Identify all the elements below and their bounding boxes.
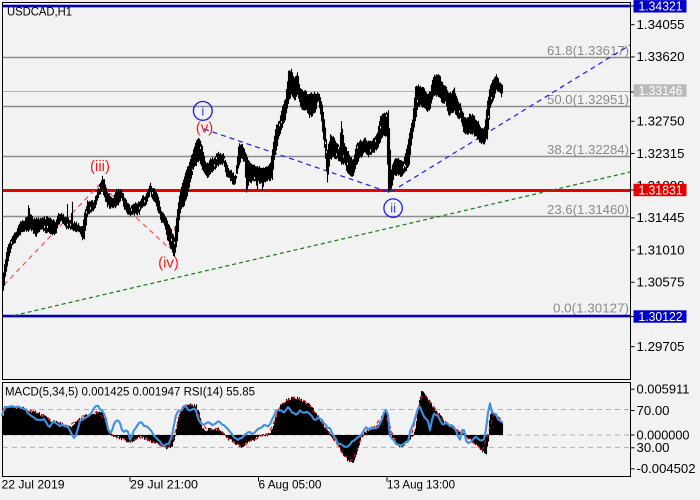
svg-text:61.8(1.33617): 61.8(1.33617): [547, 44, 629, 58]
svg-text:1.32750: 1.32750: [637, 115, 685, 129]
svg-text:50.0(1.32951): 50.0(1.32951): [547, 93, 629, 107]
svg-text:38.2(1.32284): 38.2(1.32284): [547, 143, 629, 157]
svg-text:1.30575: 1.30575: [637, 276, 685, 290]
svg-text:30.00: 30.00: [637, 441, 670, 455]
svg-text:29 Jul 21:00: 29 Jul 21:00: [130, 478, 198, 492]
svg-text:(v): (v): [196, 120, 214, 137]
svg-text:USDCAD,H1: USDCAD,H1: [7, 5, 72, 19]
svg-text:ii: ii: [390, 201, 396, 216]
svg-text:13 Aug 13:00: 13 Aug 13:00: [387, 478, 455, 492]
svg-text:1.30122: 1.30122: [639, 310, 683, 324]
svg-text:1.32315: 1.32315: [637, 147, 685, 161]
svg-text:1.31010: 1.31010: [637, 243, 685, 257]
svg-text:0.0(1.30127): 0.0(1.30127): [553, 302, 629, 316]
svg-text:(iv): (iv): [158, 255, 179, 272]
svg-text:MACD(5,34,5) 0.001425 0.001947: MACD(5,34,5) 0.001425 0.001947 RSI(14) 5…: [5, 387, 255, 399]
svg-text:70.00: 70.00: [637, 404, 670, 418]
svg-text:i: i: [201, 104, 204, 119]
svg-text:0.000000: 0.000000: [637, 428, 690, 442]
svg-text:1.34055: 1.34055: [637, 18, 685, 32]
svg-text:1.31445: 1.31445: [637, 211, 685, 225]
svg-text:1.33620: 1.33620: [637, 50, 685, 64]
svg-text:1.29705: 1.29705: [637, 340, 685, 354]
svg-text:-0.004502: -0.004502: [637, 462, 696, 476]
svg-text:22 Jul 2019: 22 Jul 2019: [2, 478, 65, 492]
svg-text:0.005911: 0.005911: [637, 383, 690, 397]
svg-text:1.33146: 1.33146: [639, 84, 683, 98]
svg-text:(iii): (iii): [90, 158, 110, 175]
svg-text:1.31831: 1.31831: [639, 183, 683, 197]
svg-text:6 Aug 05:00: 6 Aug 05:00: [259, 478, 322, 492]
svg-text:23.6(1.31460): 23.6(1.31460): [547, 203, 629, 217]
svg-text:1.34321: 1.34321: [639, 0, 683, 14]
